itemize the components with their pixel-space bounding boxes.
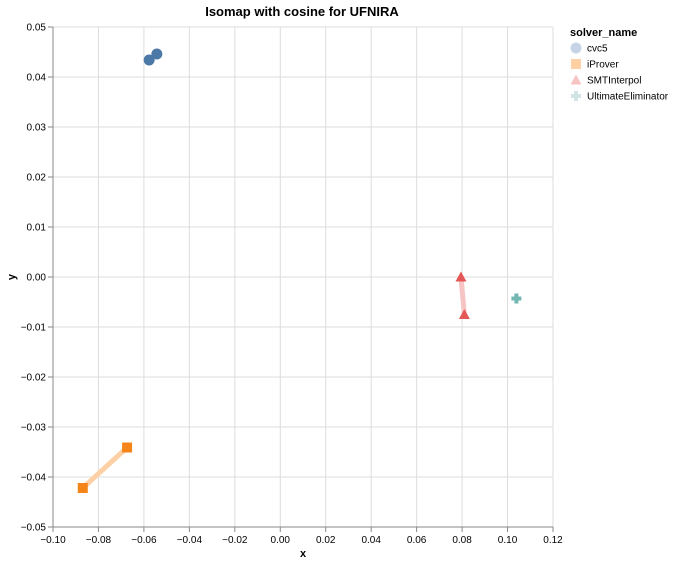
- y-tick-label: 0.01: [27, 223, 47, 234]
- x-tick-label: 0.12: [543, 535, 563, 546]
- point-UltimateEliminator: [511, 293, 522, 304]
- y-tick-label: 0.03: [27, 123, 47, 134]
- x-tick-label: 0.02: [316, 535, 336, 546]
- axes: −0.10 −0.08 −0.06 −0.04 −0.02 0.00 0.02 0.04 0.0…: [21, 23, 563, 547]
- legend-label-UltimateEliminator: UltimateEliminator: [587, 92, 669, 103]
- x-tick-label: 0.10: [498, 535, 518, 546]
- y-tick-label: −0.01: [21, 323, 47, 334]
- point-SMTInterpol: [458, 309, 470, 319]
- y-tick-label: −0.02: [21, 373, 47, 384]
- x-axis-label: x: [300, 548, 307, 560]
- point-iProver: [77, 483, 88, 493]
- legend-symbol-iProver: [571, 59, 581, 69]
- x-tick-label: −0.02: [222, 535, 248, 546]
- legend-label-iProver: iProver: [587, 60, 619, 71]
- y-tick-label: −0.04: [21, 473, 47, 484]
- y-tick-label: 0.00: [27, 273, 47, 284]
- point-SMTInterpol: [455, 271, 467, 282]
- x-tick-label: −0.04: [177, 535, 203, 546]
- chart-title: Isomap with cosine for UFNIRA: [205, 4, 399, 19]
- legend-symbol-cvc5: [570, 42, 582, 54]
- x-tick-label: 0.08: [452, 535, 472, 546]
- y-tick-label: 0.05: [27, 23, 47, 34]
- x-tick-label: 0.00: [271, 535, 291, 546]
- x-tick-label: −0.08: [86, 535, 112, 546]
- point-iProver: [122, 442, 133, 453]
- point-cvc5: [143, 54, 155, 66]
- series-link-SMTInterpol: [458, 274, 467, 317]
- legend-label-SMTInterpol: SMTInterpol: [587, 76, 641, 87]
- y-tick-label: −0.03: [21, 423, 47, 434]
- data-points: [77, 48, 522, 493]
- y-tick-label: 0.02: [27, 173, 47, 184]
- series-links: [80, 51, 467, 491]
- y-axis-label: y: [6, 273, 18, 280]
- legend-symbol-SMTInterpol: [570, 74, 582, 85]
- y-tick-label: 0.04: [27, 73, 47, 84]
- y-tick-label: −0.05: [21, 523, 47, 534]
- x-tick-label: −0.10: [40, 535, 66, 546]
- legend-symbol-UltimateEliminator: [571, 91, 581, 101]
- x-tick-label: −0.06: [131, 535, 157, 546]
- legend-label-cvc5: cvc5: [587, 44, 608, 55]
- legend-title: solver_name: [570, 27, 637, 39]
- legend: solver_name cvc5 iProver SMTInterpol Ultima…: [570, 27, 669, 103]
- point-cvc5: [151, 48, 163, 60]
- x-tick-label: 0.06: [407, 535, 427, 546]
- x-tick-label: 0.04: [361, 535, 381, 546]
- series-link-iProver: [80, 445, 130, 491]
